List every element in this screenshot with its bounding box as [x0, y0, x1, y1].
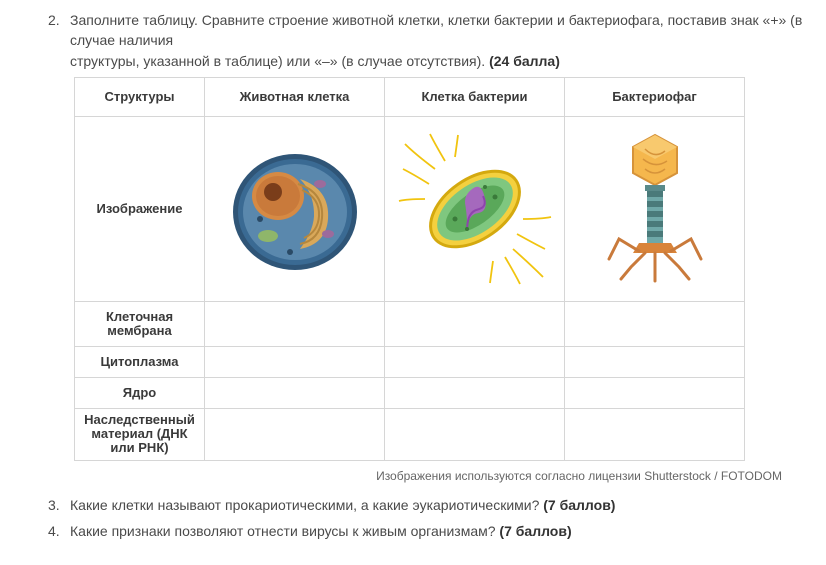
header-animal-cell: Животная клетка — [205, 77, 385, 116]
header-bacteriophage: Бактериофаг — [565, 77, 745, 116]
task-4-text: Какие признаки позволяют отнести вирусы … — [70, 521, 808, 541]
cell-nucleus-animal[interactable] — [205, 377, 385, 408]
task-4-number: 4. — [48, 521, 70, 541]
task-3-body: Какие клетки называют прокариотическими,… — [70, 497, 543, 513]
cell-membrane-bacterium[interactable] — [385, 301, 565, 346]
animal-cell-icon — [220, 134, 370, 284]
cell-cytoplasm-animal[interactable] — [205, 346, 385, 377]
bacteriophage-icon — [595, 129, 715, 289]
bacterium-icon — [395, 129, 555, 289]
header-structures: Структуры — [75, 77, 205, 116]
task-3-points: (7 баллов) — [543, 497, 615, 513]
task-2: 2. Заполните таблицу. Сравните строение … — [48, 10, 808, 71]
row-label-nucleus: Ядро — [75, 377, 205, 408]
task-2-text: Заполните таблицу. Сравните строение жив… — [70, 10, 808, 71]
cell-hereditary-bacterium[interactable] — [385, 408, 565, 460]
task-4-body: Какие признаки позволяют отнести вирусы … — [70, 523, 499, 539]
table-row-membrane: Клеточная мембрана — [75, 301, 745, 346]
cell-membrane-animal[interactable] — [205, 301, 385, 346]
task-2-points: (24 балла) — [489, 53, 560, 69]
table-row-image: Изображение — [75, 116, 745, 301]
task-4-points: (7 баллов) — [499, 523, 571, 539]
task-3: 3. Какие клетки называют прокариотически… — [48, 495, 808, 515]
cell-bacterium-image — [385, 116, 565, 301]
task-3-text: Какие клетки называют прокариотическими,… — [70, 495, 808, 515]
cell-hereditary-phage[interactable] — [565, 408, 745, 460]
task-3-number: 3. — [48, 495, 70, 515]
cell-hereditary-animal[interactable] — [205, 408, 385, 460]
table-header-row: Структуры Животная клетка Клетка бактери… — [75, 77, 745, 116]
task-2-number: 2. — [48, 10, 70, 71]
row-label-image: Изображение — [75, 116, 205, 301]
task-4: 4. Какие признаки позволяют отнести виру… — [48, 521, 808, 541]
row-label-cytoplasm: Цитоплазма — [75, 346, 205, 377]
cell-nucleus-bacterium[interactable] — [385, 377, 565, 408]
cell-nucleus-phage[interactable] — [565, 377, 745, 408]
cell-cytoplasm-bacterium[interactable] — [385, 346, 565, 377]
image-attribution: Изображения используются согласно лиценз… — [48, 469, 782, 483]
comparison-table: Структуры Животная клетка Клетка бактери… — [74, 77, 745, 461]
task-2-line2: структуры, указанной в таблице) или «–» … — [70, 53, 489, 69]
cell-cytoplasm-phage[interactable] — [565, 346, 745, 377]
table-row-hereditary: Наследственный материал (ДНК или РНК) — [75, 408, 745, 460]
cell-membrane-phage[interactable] — [565, 301, 745, 346]
cell-bacteriophage-image — [565, 116, 745, 301]
task-2-line1: Заполните таблицу. Сравните строение жив… — [70, 12, 802, 48]
row-label-membrane: Клеточная мембрана — [75, 301, 205, 346]
cell-animal-image — [205, 116, 385, 301]
table-row-nucleus: Ядро — [75, 377, 745, 408]
row-label-hereditary: Наследственный материал (ДНК или РНК) — [75, 408, 205, 460]
table-row-cytoplasm: Цитоплазма — [75, 346, 745, 377]
header-bacterium-cell: Клетка бактерии — [385, 77, 565, 116]
